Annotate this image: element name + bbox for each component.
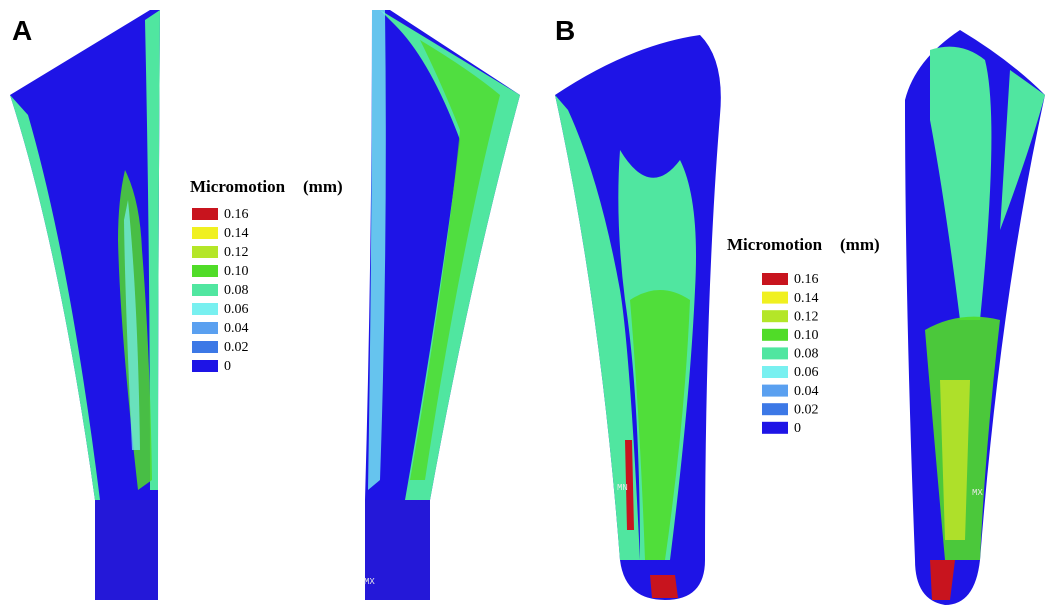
legend-label: 0.12	[794, 309, 819, 324]
legend-swatch	[192, 284, 218, 296]
legend-swatch	[192, 341, 218, 353]
legend-swatch	[192, 246, 218, 258]
stem-a1	[10, 10, 160, 600]
legend-label: 0.04	[224, 321, 249, 336]
legend-label: 0.14	[224, 226, 249, 241]
legend-swatch	[192, 303, 218, 315]
legend-label: 0	[224, 359, 231, 374]
legend-label: 0.04	[794, 384, 819, 399]
legend-label: 0	[794, 421, 801, 436]
panel-label: A	[12, 15, 32, 46]
legend-title: Micromotion	[190, 177, 286, 196]
legend-label: 0.02	[794, 402, 819, 417]
legend-label: 0.02	[224, 340, 249, 355]
legend-swatch	[192, 227, 218, 239]
legend-label: 0.06	[224, 302, 249, 317]
legend-swatch	[192, 322, 218, 334]
legend-unit: (mm)	[303, 177, 343, 196]
panel-label: B	[555, 15, 575, 46]
legend-unit: (mm)	[840, 235, 880, 254]
legend-swatch	[762, 347, 788, 359]
legend-swatch	[192, 208, 218, 220]
legend-label: 0.10	[224, 264, 249, 279]
legend-swatch	[762, 422, 788, 434]
marker-label: MN	[617, 483, 628, 493]
legend-swatch	[762, 366, 788, 378]
legend-label: 0.16	[224, 207, 249, 222]
legend-label: 0.06	[794, 365, 819, 380]
legend-label: 0.08	[794, 347, 819, 362]
legend-swatch	[762, 385, 788, 397]
legend-label: 0.16	[794, 272, 819, 287]
legend-swatch	[192, 360, 218, 372]
legend-label: 0.10	[794, 328, 819, 343]
marker-label: MX	[972, 488, 983, 498]
legend-title: Micromotion	[727, 235, 823, 254]
legend-swatch	[762, 329, 788, 341]
stem-a2	[365, 10, 520, 600]
marker-label: MX	[364, 577, 375, 587]
stem-b2	[905, 30, 1045, 605]
legend-swatch	[762, 273, 788, 285]
legend-label: 0.12	[224, 245, 249, 260]
figure: A B MX MN MX Micromotion (mm) 0.16 0.14 0.12…	[0, 0, 1052, 607]
legend-label: 0.14	[794, 291, 819, 306]
stem-b1	[555, 35, 721, 600]
legend-swatch	[192, 265, 218, 277]
legend-swatch	[762, 310, 788, 322]
legend-label: 0.08	[224, 283, 249, 298]
legend-swatch	[762, 292, 788, 304]
legend-swatch	[762, 403, 788, 415]
